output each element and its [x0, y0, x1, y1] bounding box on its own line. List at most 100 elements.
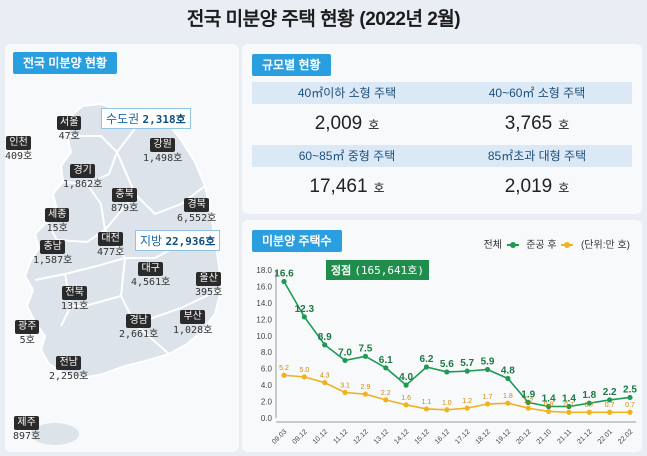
region-busan: 부산 1,028호 — [173, 310, 212, 337]
x-tick-label: 21.10 — [536, 428, 553, 445]
size-cell-value: 2,019 호 — [442, 167, 632, 207]
region-jeju: 제주 897호 — [13, 416, 40, 443]
data-label: 5.2 — [279, 365, 289, 372]
data-point — [301, 314, 307, 320]
region-value: 1,498 — [143, 153, 174, 164]
data-point — [423, 364, 430, 370]
data-point — [464, 368, 470, 374]
data-label: 0.7 — [564, 402, 574, 409]
data-label: 4.8 — [501, 366, 515, 377]
data-label: 3.1 — [340, 383, 350, 390]
region-name: 인천 — [6, 136, 31, 150]
region-value: 395 — [195, 287, 214, 298]
region-unit: 호 — [115, 247, 125, 258]
region-value: 5 — [19, 335, 26, 346]
size-cell-label: 40~60㎡ 소형 주택 — [442, 82, 632, 104]
data-point — [484, 366, 491, 373]
page-title: 전국 미분양 주택 현황 (2022년 2월) — [0, 4, 647, 31]
region-value: 2,661 — [119, 329, 150, 340]
data-label: 7.5 — [358, 343, 372, 354]
region-unit: 호 — [25, 335, 35, 346]
region-unit: 호 — [129, 203, 139, 214]
data-point — [545, 403, 552, 410]
data-point — [342, 357, 348, 364]
peak-value: (165,641호) — [354, 264, 425, 277]
region-unit: 호 — [93, 179, 103, 190]
x-tick-label: 18.12 — [475, 428, 492, 445]
capital-callout: 수도권 2,318호 — [101, 108, 191, 129]
data-label: 1.8 — [582, 390, 596, 401]
region-unit: 호 — [207, 213, 217, 224]
region-value: 131 — [61, 301, 80, 312]
region-value: 1,587 — [33, 255, 64, 266]
data-point — [607, 397, 613, 403]
data-point — [586, 400, 592, 406]
size-cell-unit: 호 — [368, 118, 380, 132]
data-point — [281, 278, 287, 285]
region-seoul: 서울 47호 — [57, 116, 82, 143]
x-tick-label: 11.12 — [333, 428, 350, 445]
x-tick-label: 22.02 — [617, 428, 634, 445]
region-ulsan: 울산 395호 — [195, 272, 222, 299]
region-name: 전북 — [62, 286, 87, 300]
y-tick-label: 16.0 — [256, 282, 272, 291]
region-value: 1,862 — [63, 179, 94, 190]
data-point — [525, 405, 531, 411]
y-tick-label: 2.0 — [261, 398, 273, 407]
region-name: 부산 — [180, 310, 205, 324]
x-tick-label: 17.12 — [454, 428, 471, 445]
size-grid: 40㎡이하 소형 주택 2,009 호 40~60㎡ 소형 주택 3,765 호 6… — [252, 82, 632, 207]
data-label: 1.1 — [422, 399, 432, 406]
region-gyeongbuk: 경북 6,552호 — [177, 198, 216, 225]
series-line-completed — [283, 374, 630, 414]
data-point — [444, 369, 450, 375]
region-name: 전남 — [56, 356, 81, 370]
data-label: 1.7 — [483, 394, 493, 401]
series-line-total — [283, 281, 631, 408]
data-point — [322, 380, 328, 386]
region-value: 6,552 — [177, 213, 208, 224]
data-label: 1.9 — [521, 389, 535, 400]
data-point — [627, 409, 633, 415]
size-cell-value: 2,009 호 — [252, 104, 442, 144]
x-tick-label: 14.12 — [393, 428, 410, 445]
data-point — [627, 394, 633, 401]
region-daejeon: 대전 477호 — [97, 232, 124, 259]
data-label: 6.2 — [420, 354, 434, 365]
data-point — [403, 382, 409, 388]
size-cell-number: 2,009 — [314, 113, 363, 134]
data-label: 1.6 — [401, 395, 411, 402]
region-value: 409 — [5, 151, 24, 162]
size-cell-60-85: 60~85㎡ 중형 주택 17,461 호 — [252, 145, 442, 207]
data-point — [505, 375, 511, 382]
size-cell-number: 2,019 — [504, 176, 553, 197]
size-cell-value: 17,461 호 — [252, 167, 442, 207]
data-label: 2.2 — [381, 390, 391, 397]
size-cell-over-85: 85㎡초과 대형 주택 2,019 호 — [442, 145, 632, 207]
data-label: 1.8 — [503, 393, 513, 400]
region-name: 울산 — [196, 272, 221, 286]
x-tick-label: 20.12 — [515, 428, 532, 445]
size-cell-number: 3,765 — [504, 113, 553, 134]
x-tick-label: 19.12 — [495, 428, 512, 445]
data-point — [484, 401, 491, 407]
region-unit: 호 — [203, 325, 213, 336]
region-name: 충남 — [40, 240, 65, 254]
size-cell-value: 3,765 호 — [442, 104, 632, 144]
peak-callout: 정점 (165,641호) — [326, 260, 430, 280]
size-cell-label: 60~85㎡ 중형 주택 — [252, 145, 442, 167]
region-gyeonggi: 경기 1,862호 — [63, 164, 102, 191]
y-tick-label: 0.0 — [261, 414, 273, 423]
data-label: 1.4 — [562, 393, 576, 404]
x-tick-label: 09.03 — [271, 428, 288, 445]
y-tick-label: 10.0 — [256, 332, 272, 341]
y-tick-label: 8.0 — [261, 348, 273, 357]
provinces-label: 지방 — [140, 234, 163, 248]
data-point — [281, 372, 287, 378]
data-label: 0.7 — [584, 402, 594, 409]
x-tick-label: 21.12 — [576, 428, 593, 445]
region-daegu: 대구 4,561호 — [131, 262, 170, 289]
region-gangwon: 강원 1,498호 — [143, 138, 182, 165]
region-unit: 호 — [79, 301, 89, 312]
size-cell-label: 85㎡초과 대형 주택 — [442, 145, 632, 167]
